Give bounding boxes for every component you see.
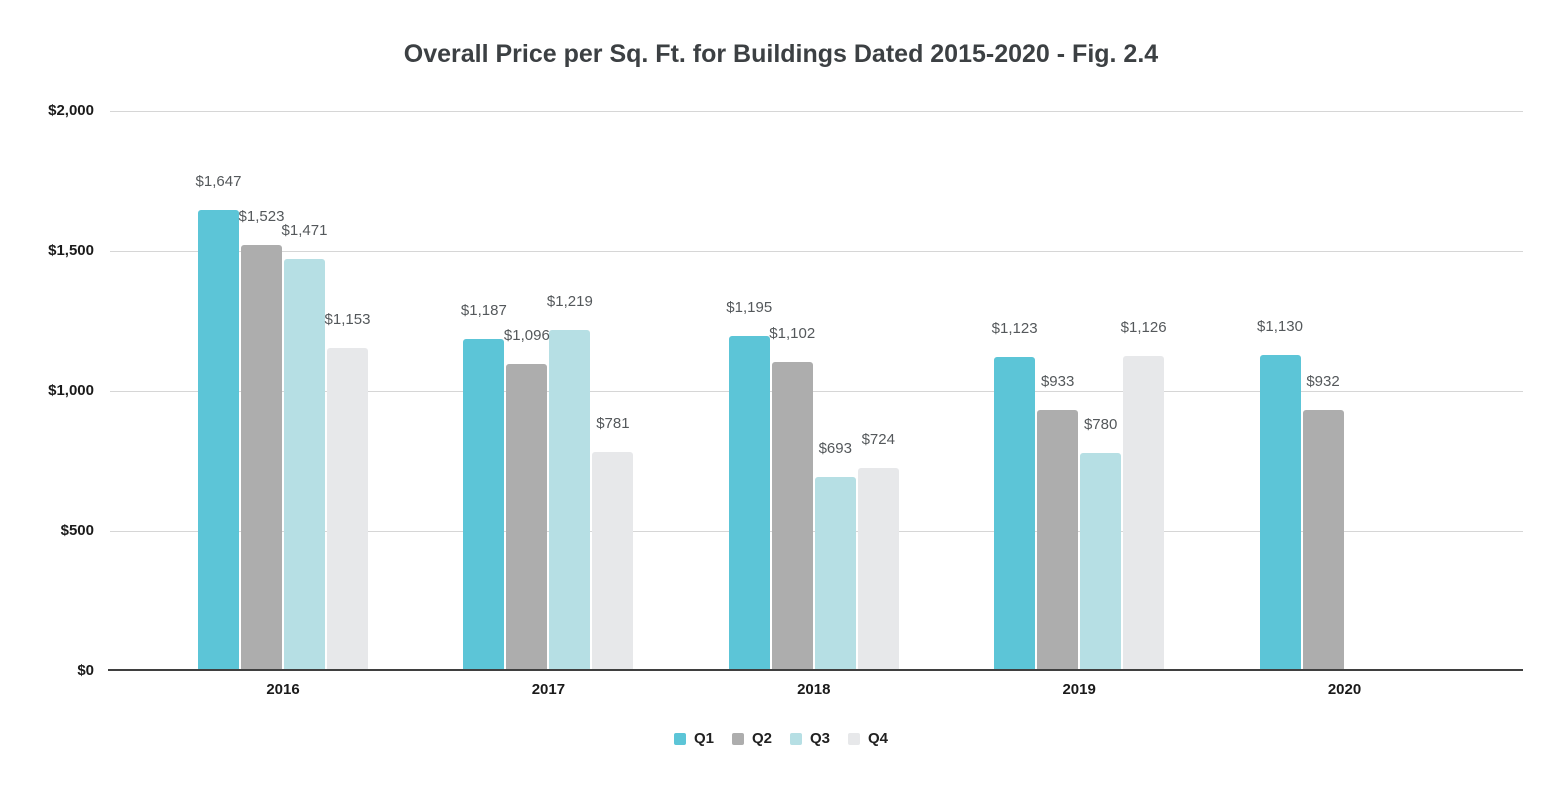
- bar-value-label-2020-q1: $1,130: [1257, 317, 1303, 335]
- y-axis-tick-label: $2,000: [48, 102, 94, 119]
- x-axis-label-2016: 2016: [266, 681, 300, 698]
- bar-value-label-2018-q1: $1,195: [726, 299, 773, 317]
- bar-2020-q2[interactable]: [1302, 410, 1344, 671]
- legend-item-q4[interactable]: Q4: [848, 730, 888, 747]
- bar-2018-q2[interactable]: [771, 362, 813, 671]
- bar-value-label-2018-q3: $693: [818, 439, 852, 457]
- bar-2016-q4[interactable]: [327, 348, 368, 671]
- bar-value-label-2016-q3: $1,471: [281, 222, 328, 240]
- bar-value-label-2018-q4: $724: [861, 431, 895, 449]
- legend-item-q3[interactable]: Q3: [790, 730, 830, 747]
- legend: Q1 Q2 Q3 Q4: [0, 730, 1562, 747]
- x-axis-label-2019: 2019: [1062, 681, 1096, 698]
- legend-swatch-q4: [848, 732, 861, 745]
- bar-2017-q2[interactable]: [506, 364, 548, 671]
- gridline: [110, 111, 1523, 112]
- bar-2017-q3[interactable]: [549, 329, 591, 671]
- bar-2018-q3[interactable]: [814, 476, 856, 671]
- bar-2017-q1[interactable]: [463, 338, 505, 671]
- legend-item-q1[interactable]: Q1: [673, 730, 714, 747]
- y-axis-tick-label: $0: [77, 662, 94, 679]
- bar-value-label-2019-q1: $1,123: [991, 319, 1038, 337]
- y-axis-tick-label: $1,000: [48, 382, 94, 399]
- gridline: [110, 391, 1523, 392]
- bar-2019-q4[interactable]: [1123, 355, 1165, 671]
- x-axis-line: [108, 669, 1523, 671]
- bar-value-label-2017-q4: $781: [596, 415, 630, 433]
- legend-item-q2[interactable]: Q2: [731, 730, 772, 747]
- legend-swatch-q2: [731, 732, 744, 745]
- bar-2019-q1[interactable]: [994, 356, 1036, 671]
- bar-2016-q2[interactable]: [241, 244, 282, 671]
- bar-value-label-2016-q1: $1,647: [195, 172, 242, 190]
- bar-value-label-2016-q4: $1,153: [324, 311, 371, 329]
- x-axis-label-2017: 2017: [531, 681, 566, 698]
- bar-2019-q2[interactable]: [1037, 409, 1079, 671]
- bar-2020-q1[interactable]: [1259, 354, 1301, 671]
- bar-value-label-2017-q3: $1,219: [546, 292, 593, 310]
- y-axis-tick-label: $1,500: [48, 242, 94, 259]
- bar-2018-q4[interactable]: [857, 468, 899, 671]
- legend-swatch-q3: [790, 732, 802, 745]
- bar-value-label-2019-q3: $780: [1083, 415, 1118, 433]
- bar-value-label-2017-q1: $1,187: [460, 301, 507, 319]
- legend-label-q3: Q3: [810, 730, 831, 747]
- bar-value-label-2019-q4: $1,126: [1120, 318, 1167, 336]
- gridline: [110, 251, 1523, 252]
- y-axis-tick-label: $500: [60, 522, 94, 539]
- bar-2017-q4[interactable]: [592, 452, 634, 671]
- bar-2019-q3[interactable]: [1080, 452, 1122, 671]
- bar-2018-q1[interactable]: [728, 336, 770, 671]
- bar-value-label-2017-q2: $1,096: [503, 327, 550, 345]
- bar-value-label-2019-q2: $933: [1040, 372, 1075, 390]
- x-axis-label-2020: 2020: [1327, 681, 1362, 698]
- x-axis-label-2018: 2018: [797, 681, 831, 698]
- legend-label-q2: Q2: [751, 730, 772, 747]
- bar-2016-q1[interactable]: [198, 209, 239, 671]
- chart-title: Overall Price per Sq. Ft. for Buildings …: [403, 40, 1159, 68]
- legend-swatch-q1: [673, 732, 686, 745]
- bar-value-label-2018-q2: $1,102: [769, 325, 816, 343]
- legend-label-q4: Q4: [868, 730, 889, 747]
- bar-value-label-2020-q2: $932: [1306, 373, 1340, 391]
- bar-2016-q3[interactable]: [284, 259, 325, 671]
- bar-value-label-2016-q2: $1,523: [238, 207, 285, 225]
- legend-label-q1: Q1: [693, 730, 714, 747]
